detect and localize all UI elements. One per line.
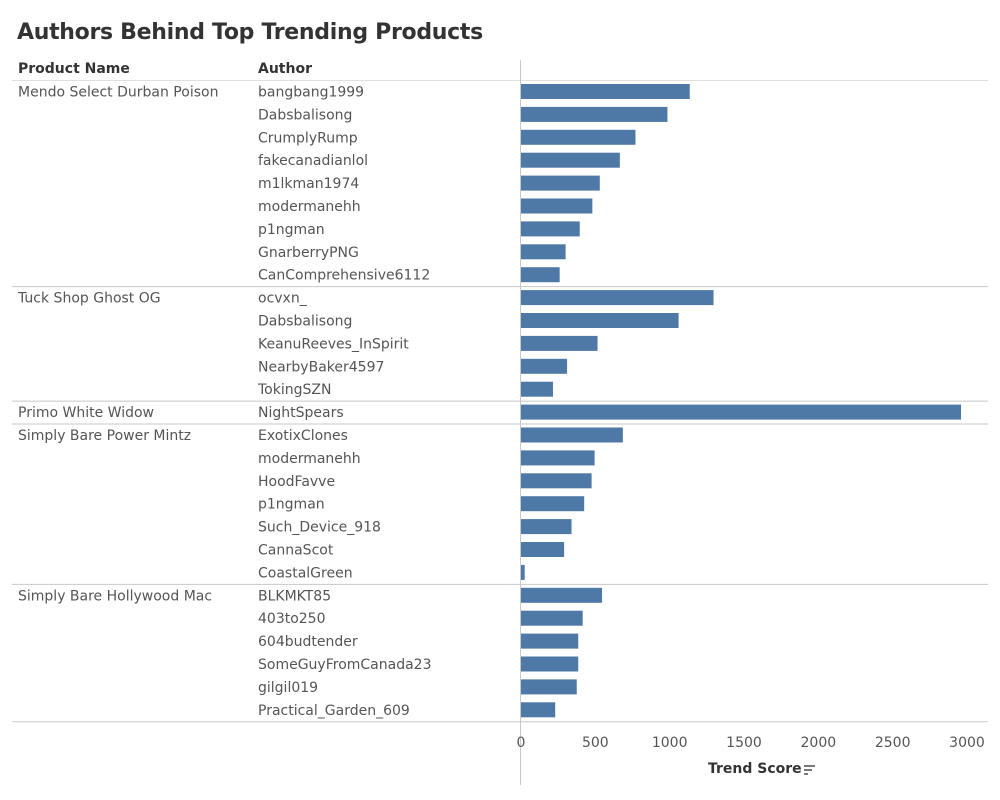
bar[interactable] [521, 519, 572, 535]
product-name-label[interactable]: Mendo Select Durban Poison [18, 85, 218, 101]
author-label[interactable]: NightSpears [258, 405, 344, 421]
x-tick-label: 2000 [801, 735, 837, 751]
bar[interactable] [521, 358, 568, 374]
author-label[interactable]: HoodFavve [258, 474, 335, 490]
author-label[interactable]: p1ngman [258, 222, 325, 238]
product-name-label[interactable]: Simply Bare Power Mintz [18, 428, 191, 444]
author-label[interactable]: modermanehh [258, 199, 361, 215]
author-label[interactable]: 403to250 [258, 611, 326, 627]
bar[interactable] [521, 633, 579, 649]
bar[interactable] [521, 313, 679, 328]
author-label[interactable]: fakecanadianlol [258, 153, 368, 169]
author-label[interactable]: m1lkman1974 [258, 176, 359, 192]
sort-icon[interactable] [803, 764, 817, 776]
author-label[interactable]: p1ngman [258, 497, 325, 513]
author-label[interactable]: ExotixClones [258, 428, 348, 444]
author-label[interactable]: ocvxn_ [258, 291, 308, 307]
author-label[interactable]: CoastalGreen [258, 565, 353, 581]
bar[interactable] [521, 473, 592, 489]
bar[interactable] [521, 587, 603, 603]
author-label[interactable]: Such_Device_918 [258, 520, 381, 536]
author-label[interactable]: 604budtender [258, 634, 358, 650]
author-column-header[interactable]: Author [258, 61, 312, 77]
bar[interactable] [521, 702, 556, 718]
x-tick-label: 1500 [726, 735, 762, 751]
bar[interactable] [521, 129, 636, 145]
bar[interactable] [521, 381, 553, 397]
bar[interactable] [521, 656, 579, 672]
x-tick-label: 3000 [949, 735, 985, 751]
bar[interactable] [521, 450, 595, 466]
bar[interactable] [521, 564, 525, 580]
author-label[interactable]: CanComprehensive6112 [258, 268, 430, 284]
bar[interactable] [521, 175, 600, 191]
author-label[interactable]: Practical_Garden_609 [258, 703, 410, 719]
author-label[interactable]: bangbang1999 [258, 85, 364, 101]
author-label[interactable]: GnarberryPNG [258, 245, 359, 261]
author-label[interactable]: TokingSZN [257, 382, 331, 398]
author-label[interactable]: NearbyBaker4597 [258, 359, 384, 375]
author-label[interactable]: CannaScot [258, 543, 334, 559]
bar[interactable] [521, 610, 583, 626]
x-tick-label: 1000 [652, 735, 688, 751]
product-name-label[interactable]: Primo White Widow [18, 405, 154, 421]
product-name-label[interactable]: Tuck Shop Ghost OG [17, 291, 161, 307]
bar[interactable] [521, 290, 714, 306]
bar[interactable] [521, 542, 565, 557]
author-label[interactable]: modermanehh [258, 451, 361, 467]
x-tick-label: 500 [582, 735, 609, 751]
author-label[interactable]: SomeGuyFromCanada23 [258, 657, 431, 673]
author-label[interactable]: Dabsbalisong [258, 107, 352, 123]
bar[interactable] [521, 221, 580, 237]
bar[interactable] [521, 106, 668, 122]
x-axis-title[interactable]: Trend Score [708, 761, 802, 777]
author-label[interactable]: CrumplyRump [258, 130, 358, 146]
bar[interactable] [521, 679, 577, 695]
bar[interactable] [521, 496, 585, 512]
author-label[interactable]: BLKMKT85 [258, 588, 331, 604]
x-tick-label: 0 [517, 735, 526, 751]
author-label[interactable]: KeanuReeves_InSpirit [258, 336, 409, 352]
bar[interactable] [521, 427, 623, 443]
product-name-column-header[interactable]: Product Name [18, 61, 130, 77]
bar[interactable] [521, 244, 566, 260]
chart-title: Authors Behind Top Trending Products [17, 20, 483, 45]
x-tick-label: 2500 [875, 735, 911, 751]
bar[interactable] [521, 335, 598, 351]
author-label[interactable]: Dabsbalisong [258, 314, 352, 330]
bar[interactable] [521, 267, 560, 283]
bar[interactable] [521, 198, 593, 214]
product-name-label[interactable]: Simply Bare Hollywood Mac [18, 588, 212, 604]
bar[interactable] [521, 152, 620, 168]
bar[interactable] [521, 84, 690, 99]
author-label[interactable]: gilgil019 [258, 680, 318, 696]
bar[interactable] [521, 404, 962, 420]
